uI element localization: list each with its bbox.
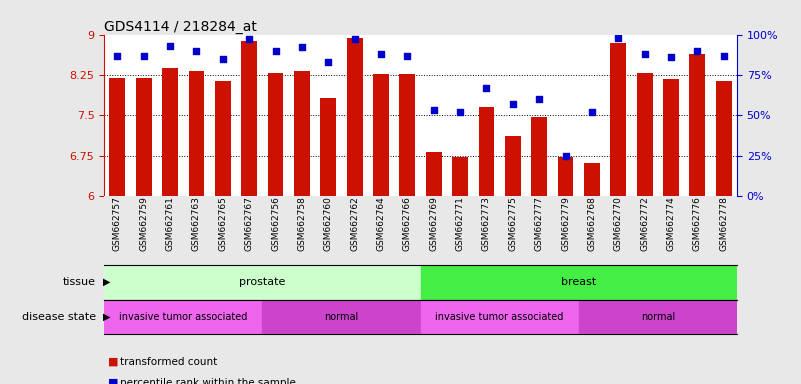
Text: GSM662763: GSM662763 [192, 196, 201, 251]
Text: normal: normal [641, 312, 675, 322]
Bar [610, 43, 626, 196]
Bar [268, 73, 284, 196]
Text: GSM662768: GSM662768 [587, 196, 597, 251]
Text: ■: ■ [108, 378, 119, 384]
Text: GSM662774: GSM662774 [666, 196, 675, 251]
Point [269, 48, 282, 54]
Bar [294, 71, 310, 196]
Text: GSM662758: GSM662758 [297, 196, 306, 251]
Point [427, 107, 440, 113]
Point [533, 96, 545, 102]
Bar [452, 157, 468, 196]
Bar [263, 300, 421, 334]
Text: transformed count: transformed count [120, 357, 217, 367]
Text: breast: breast [561, 277, 597, 287]
Point [586, 109, 598, 115]
Text: ▶: ▶ [103, 312, 110, 322]
Text: GSM662765: GSM662765 [219, 196, 227, 251]
Bar [104, 265, 421, 300]
Text: GSM662777: GSM662777 [535, 196, 544, 251]
Text: ▶: ▶ [103, 277, 110, 287]
Point [638, 51, 651, 57]
Bar [241, 41, 257, 196]
Text: GSM662762: GSM662762 [350, 196, 359, 251]
Text: tissue: tissue [63, 277, 96, 287]
Text: GSM662766: GSM662766 [403, 196, 412, 251]
Point [111, 53, 123, 59]
Bar [421, 265, 737, 300]
Bar [104, 300, 263, 334]
Text: GSM662757: GSM662757 [113, 196, 122, 251]
Point [506, 101, 519, 107]
Point [665, 54, 678, 60]
Bar [215, 81, 231, 196]
Bar [716, 81, 731, 196]
Text: GSM662767: GSM662767 [244, 196, 254, 251]
Text: GSM662760: GSM662760 [324, 196, 332, 251]
Point [216, 56, 229, 62]
Bar [579, 300, 737, 334]
Point [401, 53, 414, 59]
Point [137, 53, 150, 59]
Text: GSM662764: GSM662764 [376, 196, 385, 251]
Point [480, 85, 493, 91]
Point [348, 36, 361, 43]
Bar [505, 136, 521, 196]
Bar [347, 38, 363, 196]
Bar [478, 107, 494, 196]
Point [322, 59, 335, 65]
Text: normal: normal [324, 312, 359, 322]
Bar [400, 74, 415, 196]
Point [163, 43, 176, 49]
Text: GSM662771: GSM662771 [456, 196, 465, 251]
Bar [421, 300, 578, 334]
Text: GSM662770: GSM662770 [614, 196, 622, 251]
Text: percentile rank within the sample: percentile rank within the sample [120, 378, 296, 384]
Text: prostate: prostate [239, 277, 285, 287]
Text: GSM662772: GSM662772 [640, 196, 649, 251]
Text: GSM662775: GSM662775 [509, 196, 517, 251]
Point [375, 51, 388, 57]
Point [190, 48, 203, 54]
Bar [188, 71, 204, 196]
Bar [663, 79, 679, 196]
Text: ■: ■ [108, 357, 119, 367]
Text: GSM662779: GSM662779 [561, 196, 570, 251]
Bar [426, 152, 441, 196]
Point [718, 53, 731, 59]
Point [612, 35, 625, 41]
Point [691, 48, 704, 54]
Bar [110, 78, 125, 196]
Point [243, 36, 256, 43]
Point [559, 152, 572, 159]
Bar [136, 78, 151, 196]
Text: GSM662776: GSM662776 [693, 196, 702, 251]
Text: GSM662773: GSM662773 [482, 196, 491, 251]
Text: GSM662759: GSM662759 [139, 196, 148, 251]
Bar [557, 157, 574, 196]
Bar [531, 118, 547, 196]
Text: invasive tumor associated: invasive tumor associated [436, 312, 564, 322]
Text: GSM662769: GSM662769 [429, 196, 438, 251]
Bar [637, 73, 653, 196]
Point [296, 45, 308, 51]
Text: disease state: disease state [22, 312, 96, 322]
Bar [690, 55, 705, 196]
Text: invasive tumor associated: invasive tumor associated [119, 312, 248, 322]
Text: GSM662756: GSM662756 [271, 196, 280, 251]
Point [453, 109, 466, 115]
Text: GSM662761: GSM662761 [166, 196, 175, 251]
Bar [162, 68, 178, 196]
Text: GSM662778: GSM662778 [719, 196, 728, 251]
Bar [373, 74, 389, 196]
Bar [584, 162, 600, 196]
Text: GDS4114 / 218284_at: GDS4114 / 218284_at [104, 20, 257, 33]
Bar [320, 98, 336, 196]
